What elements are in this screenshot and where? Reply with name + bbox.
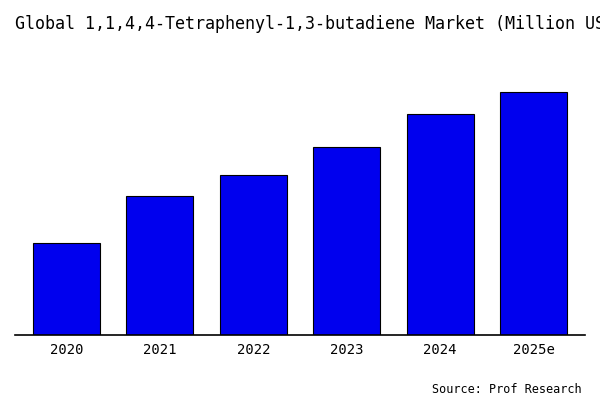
Text: Source: Prof Research: Source: Prof Research bbox=[433, 383, 582, 396]
Text: Global 1,1,4,4-Tetraphenyl-1,3-butadiene Market (Million USD): Global 1,1,4,4-Tetraphenyl-1,3-butadiene… bbox=[15, 15, 600, 33]
Bar bbox=[407, 114, 474, 335]
Bar bbox=[220, 175, 287, 335]
Bar bbox=[33, 242, 100, 335]
Bar bbox=[126, 196, 193, 335]
Bar bbox=[500, 92, 567, 335]
Bar bbox=[313, 147, 380, 335]
